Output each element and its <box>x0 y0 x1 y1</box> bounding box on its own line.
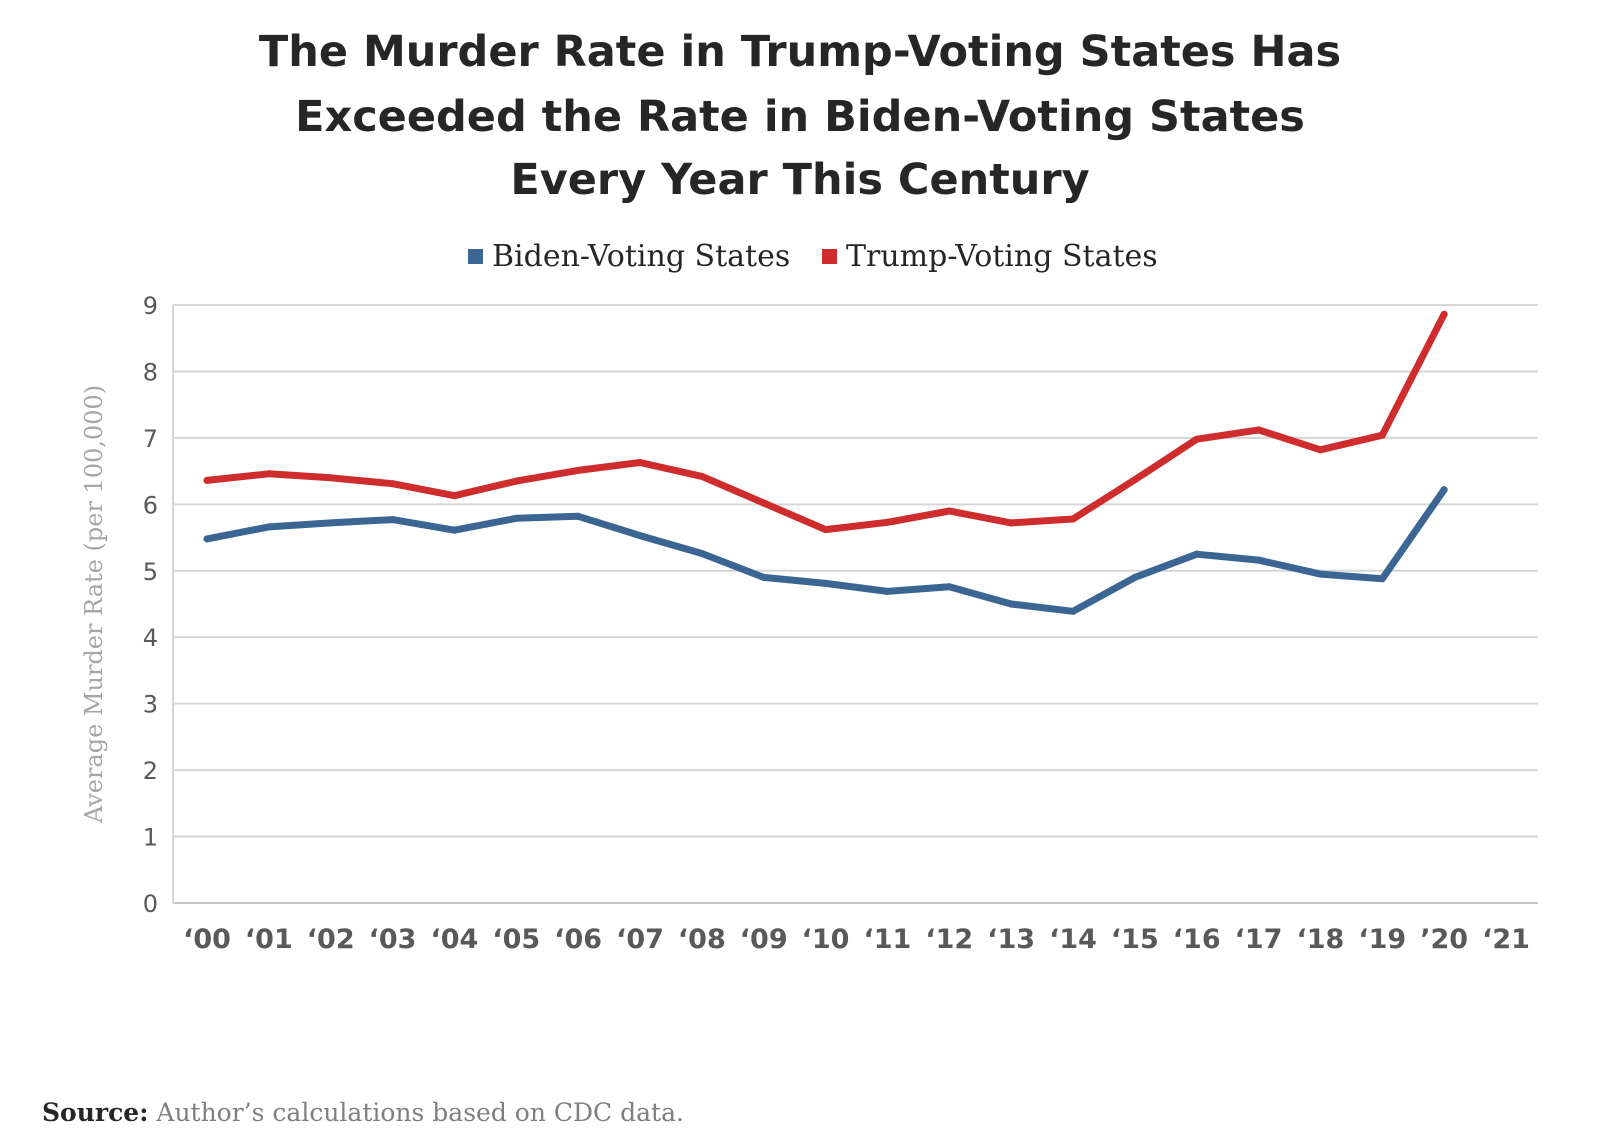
x-tick-label: ‘01 <box>245 924 293 955</box>
data-point <box>450 492 458 500</box>
gridlines <box>172 304 1538 904</box>
series-biden-voting-states <box>203 486 1448 615</box>
data-point <box>1255 426 1263 434</box>
data-point <box>760 499 768 507</box>
data-point <box>698 550 706 558</box>
data-point <box>265 470 273 478</box>
data-point <box>203 535 211 543</box>
data-point <box>1193 435 1201 443</box>
y-tick-label: 8 <box>143 358 158 386</box>
source-text: Author’s calculations based on CDC data. <box>148 1098 684 1127</box>
source-note: Source: Author’s calculations based on C… <box>42 1098 684 1127</box>
data-point <box>883 518 891 526</box>
data-point <box>1378 575 1386 583</box>
y-tick-label: 7 <box>143 425 158 453</box>
data-point <box>1255 556 1263 564</box>
title-line-2: Exceeded the Rate in Biden-Voting States <box>295 92 1305 142</box>
y-tick-label: 0 <box>143 890 158 918</box>
data-point <box>698 472 706 480</box>
x-tick-label: ‘13 <box>987 924 1035 955</box>
data-point <box>945 583 953 591</box>
data-point <box>1007 519 1015 527</box>
y-axis-label: Average Murder Rate (per 100,000) <box>80 385 108 824</box>
legend-item: Trump-Voting States <box>822 239 1158 274</box>
x-axis-ticks: ‘00 ‘01 ‘02 ‘03 ‘04 ‘05 ‘06 ‘07 ‘08 ‘09 ‘10 ‘11 ‘12 ‘… <box>183 924 1530 955</box>
data-point <box>512 477 520 485</box>
data-point <box>1316 446 1324 454</box>
data-point <box>389 516 397 524</box>
legend-label: Trump-Voting States <box>846 239 1158 274</box>
x-tick-label: ’20 <box>1420 924 1468 955</box>
data-point <box>512 514 520 522</box>
x-tick-label: ‘09 <box>740 924 788 955</box>
x-tick-label: ‘04 <box>431 924 479 955</box>
x-tick-label: ‘08 <box>678 924 726 955</box>
x-tick-label: ‘14 <box>1049 924 1097 955</box>
x-tick-label: ‘06 <box>554 924 602 955</box>
data-point <box>636 532 644 540</box>
y-axis-label-group: Average Murder Rate (per 100,000) <box>80 385 108 824</box>
legend-item: Biden-Voting States <box>468 239 790 274</box>
x-tick-label: ‘05 <box>492 924 540 955</box>
data-point <box>1378 431 1386 439</box>
legend-label: Biden-Voting States <box>492 239 790 274</box>
x-tick-label: ‘03 <box>369 924 417 955</box>
data-point <box>1440 310 1448 318</box>
data-point <box>945 507 953 515</box>
data-point <box>1007 600 1015 608</box>
y-tick-label: 9 <box>143 292 158 320</box>
data-point <box>883 587 891 595</box>
y-tick-label: 4 <box>143 624 158 652</box>
x-tick-label: ‘11 <box>864 924 912 955</box>
x-tick-label: ‘12 <box>925 924 973 955</box>
data-point <box>389 480 397 488</box>
x-tick-label: ‘17 <box>1235 924 1283 955</box>
x-tick-label: ‘15 <box>1111 924 1159 955</box>
data-point <box>327 474 335 482</box>
data-point <box>1316 570 1324 578</box>
data-point <box>1131 476 1139 484</box>
y-tick-label: 6 <box>143 491 158 519</box>
data-point <box>203 476 211 484</box>
data-point <box>760 573 768 581</box>
chart-title: The Murder Rate in Trump-Voting States H… <box>259 27 1341 205</box>
data-point <box>450 526 458 534</box>
source-label: Source: <box>42 1098 149 1127</box>
data-point <box>574 466 582 474</box>
legend-swatch <box>822 249 837 264</box>
y-tick-label: 1 <box>143 824 158 852</box>
x-tick-label: ‘02 <box>307 924 355 955</box>
x-tick-label: ‘16 <box>1173 924 1221 955</box>
data-point <box>327 519 335 527</box>
x-tick-label: ‘00 <box>183 924 231 955</box>
data-point <box>636 458 644 466</box>
data-point <box>822 579 830 587</box>
title-line-3: Every Year This Century <box>510 155 1089 205</box>
legend-swatch <box>468 249 483 264</box>
data-point <box>1131 573 1139 581</box>
data-point <box>822 526 830 534</box>
data-point <box>1069 515 1077 523</box>
series-lines <box>203 310 1448 615</box>
x-tick-label: ‘10 <box>802 924 850 955</box>
x-tick-label: ‘18 <box>1297 924 1345 955</box>
y-axis-ticks: 0 1 2 3 4 5 6 7 8 9 <box>143 292 158 918</box>
series-line <box>203 310 1448 534</box>
y-tick-label: 2 <box>143 757 158 785</box>
series-line <box>203 486 1448 615</box>
y-tick-label: 3 <box>143 691 158 719</box>
data-point <box>1193 550 1201 558</box>
data-point <box>574 512 582 520</box>
data-point <box>1069 607 1077 615</box>
series-trump-voting-states <box>203 310 1448 534</box>
x-tick-label: ‘21 <box>1482 924 1530 955</box>
data-point <box>1440 486 1448 494</box>
y-tick-label: 5 <box>143 558 158 586</box>
title-line-1: The Murder Rate in Trump-Voting States H… <box>259 27 1341 77</box>
data-point <box>265 523 273 531</box>
legend: Biden-Voting States Trump-Voting States <box>468 239 1158 274</box>
x-tick-label: ‘19 <box>1358 924 1406 955</box>
x-tick-label: ‘07 <box>616 924 664 955</box>
